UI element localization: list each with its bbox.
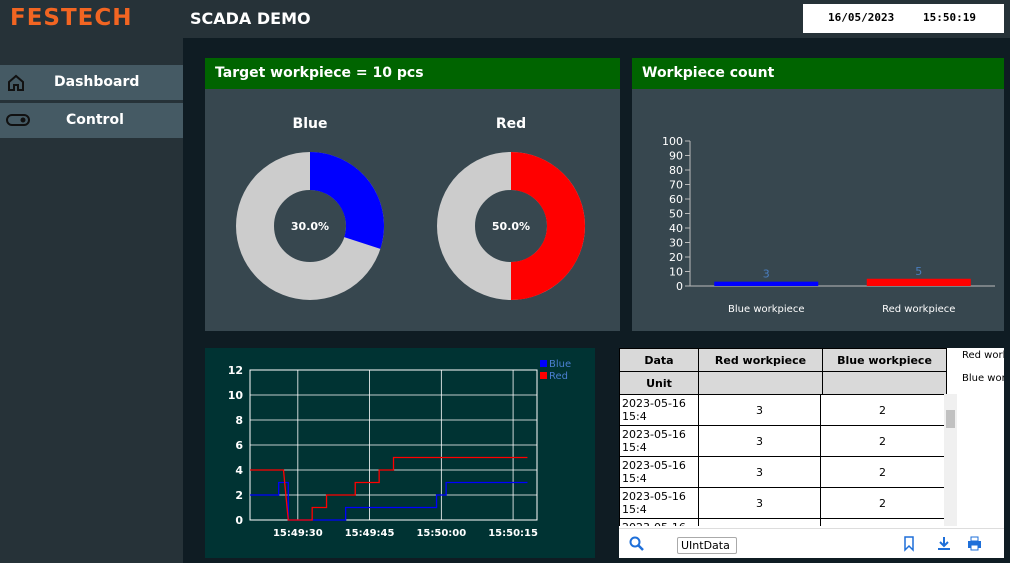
- y-tick-label: 0: [676, 280, 683, 293]
- unit-row: Unit: [619, 371, 947, 395]
- panel-header: Workpiece count: [632, 58, 1004, 89]
- y-tick-label: 10: [669, 266, 683, 279]
- y-tick-label: 2: [235, 489, 243, 502]
- time: 15:50:19: [923, 11, 976, 24]
- y-tick-label: 6: [235, 439, 243, 452]
- logo: FESTECH: [10, 5, 133, 31]
- sidebar: Dashboard Control: [0, 38, 183, 563]
- column-item: Red workpiece: [962, 350, 1004, 361]
- y-tick-label: 40: [669, 222, 683, 235]
- legend-swatch: [540, 372, 547, 379]
- header: FESTECH SCADA DEMO 16/05/2023 15:50:19: [0, 0, 1010, 38]
- y-tick-label: 90: [669, 150, 683, 163]
- legend-label: Blue: [549, 359, 571, 370]
- unit-cell: [822, 371, 947, 395]
- x-tick-label: 15:49:45: [345, 528, 395, 539]
- y-tick-label: 70: [669, 179, 683, 192]
- data-row: 2023-05-16 15:: [619, 518, 945, 526]
- date: 16/05/2023: [828, 11, 895, 24]
- unit-cell: [698, 371, 823, 395]
- series-line: [250, 481, 528, 521]
- bar: [714, 281, 819, 286]
- cell: 2: [820, 456, 945, 488]
- donut-label: 50.0%: [492, 220, 530, 233]
- donut-title: Red: [496, 116, 526, 132]
- table: Data Red workpiece Blue workpiece Unit: [619, 348, 947, 395]
- bar-value-label: 5: [915, 265, 922, 278]
- y-tick-label: 8: [235, 414, 243, 427]
- data-row: 2023-05-16 15:4 3 2: [619, 394, 945, 426]
- print-icon[interactable]: [967, 536, 982, 552]
- donut-label: 30.0%: [291, 220, 329, 233]
- column-item: Blue workpiece: [962, 373, 1004, 384]
- legend-swatch: [540, 360, 547, 367]
- home-icon: [8, 74, 24, 91]
- select-value: UIntData: [681, 539, 730, 552]
- y-tick-label: 4: [235, 464, 243, 477]
- bookmark-icon[interactable]: [903, 536, 915, 552]
- y-tick-label: 80: [669, 164, 683, 177]
- search-icon[interactable]: [629, 536, 645, 552]
- header-cell: Blue workpiece: [822, 348, 947, 372]
- trend-panel: [205, 348, 595, 558]
- scrollbar[interactable]: [944, 394, 957, 526]
- download-icon[interactable]: [937, 536, 951, 552]
- data-row: 2023-05-16 15:4 3 2: [619, 456, 945, 488]
- y-tick-label: 30: [669, 237, 683, 250]
- panel-header: Target workpiece = 10 pcs: [205, 58, 620, 89]
- y-tick-label: 0: [235, 514, 243, 527]
- header-row: Data Red workpiece Blue workpiece: [619, 348, 947, 372]
- cell: 3: [698, 456, 821, 488]
- y-tick-label: 50: [669, 208, 683, 221]
- data-row: 2023-05-16 15:4 3 2: [619, 487, 945, 519]
- nav-control[interactable]: Control: [0, 103, 183, 138]
- bar-value-label: 3: [763, 268, 770, 281]
- toggle-icon: [6, 114, 30, 126]
- cell: 2023-05-16 15:4: [619, 487, 699, 519]
- data-row: 2023-05-16 15:4 3 2: [619, 425, 945, 457]
- table-rows: 2023-05-16 15:4 3 2 2023-05-16 15:4 3 2 2023-0…: [619, 394, 945, 526]
- type-select[interactable]: UIntData: [677, 537, 737, 554]
- y-tick-label: 100: [662, 135, 683, 148]
- x-tick-label: 15:50:15: [488, 528, 538, 539]
- x-tick-label: 15:49:30: [273, 528, 323, 539]
- bar: [866, 278, 971, 286]
- data-table: Data Red workpiece Blue workpiece Unit 2023…: [619, 348, 1004, 558]
- y-tick-label: 12: [228, 364, 243, 377]
- app-title: SCADA DEMO: [190, 9, 311, 28]
- donut-segment: [310, 152, 385, 249]
- y-tick-label: 10: [228, 389, 244, 402]
- x-tick-label: Red workpiece: [882, 304, 955, 315]
- y-tick-label: 20: [669, 251, 683, 264]
- y-tick-label: 60: [669, 193, 683, 206]
- column-list: Red workpiece Blue workpiece: [959, 348, 1004, 408]
- table-body: 2023-05-16 15:4 3 2 2023-05-16 15:4 3 2 2023-0…: [619, 394, 959, 526]
- x-tick-label: Blue workpiece: [728, 304, 804, 315]
- cell: 2: [820, 425, 945, 457]
- donut-title: Blue: [293, 116, 328, 132]
- x-tick-label: 15:50:00: [416, 528, 466, 539]
- nav-label: Dashboard: [54, 74, 140, 90]
- series-line: [250, 456, 528, 521]
- table-toolbar: UIntData: [619, 528, 1004, 558]
- header-cell: Red workpiece: [698, 348, 823, 372]
- donut-segment: [511, 152, 585, 300]
- header-cell: Data: [619, 348, 699, 372]
- legend-label: Red: [549, 371, 568, 382]
- nav-dashboard[interactable]: Dashboard: [0, 65, 183, 100]
- scroll-thumb[interactable]: [946, 410, 955, 428]
- cell: 2: [820, 394, 945, 426]
- datetime-box: 16/05/2023 15:50:19: [803, 4, 1004, 33]
- nav-label: Control: [66, 112, 124, 128]
